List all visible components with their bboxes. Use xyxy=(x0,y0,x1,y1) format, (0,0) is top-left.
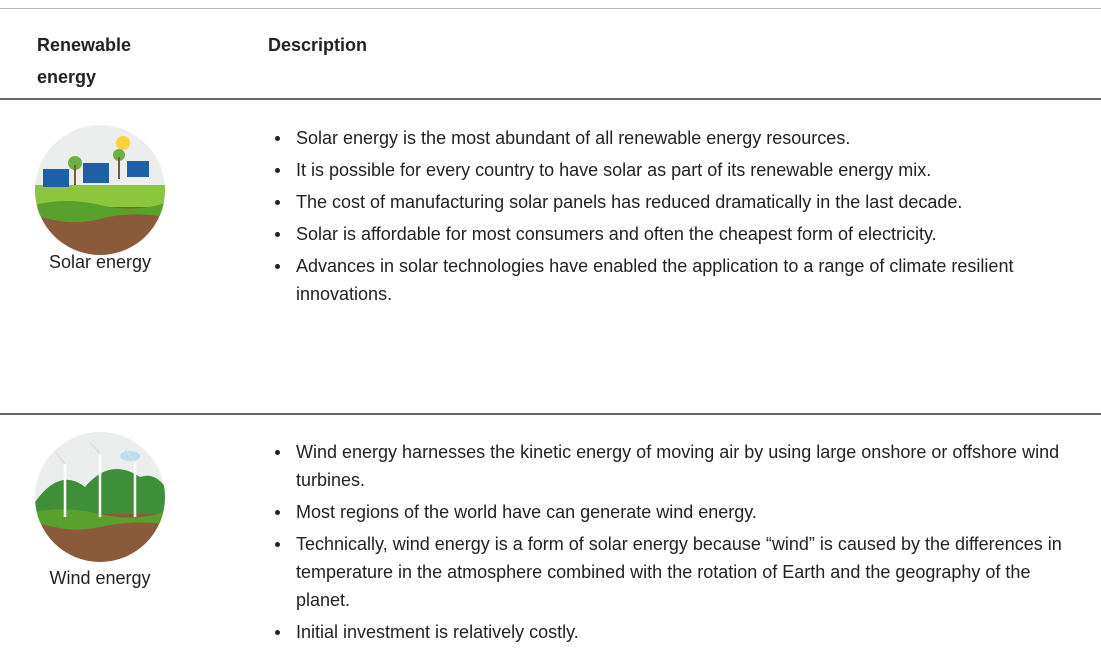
table-row: Wind energy Wind energy harnesses the ki… xyxy=(0,415,1101,666)
header-cell: Renewable energy xyxy=(37,35,132,87)
table-row: Solar energy Solar energy is the most ab… xyxy=(0,100,1101,415)
bullet-dot xyxy=(275,450,280,455)
table-header: Renewable energy Description xyxy=(0,8,1101,100)
bullet-item: Initial investment is relatively costly. xyxy=(275,618,1065,646)
bullet-dot xyxy=(275,136,280,141)
bullet-text: It is possible for every country to have… xyxy=(296,160,932,180)
bullet-text: Solar energy is the most abundant of all… xyxy=(296,128,851,148)
bullet-text: Advances in solar technologies have enab… xyxy=(296,256,1014,304)
bullet-dot xyxy=(275,232,280,237)
bullet-dot xyxy=(275,264,280,269)
bullet-text: Wind energy harnesses the kinetic energy… xyxy=(296,442,1060,490)
solar-icon xyxy=(35,125,165,255)
energy-name: Solar energy xyxy=(48,252,152,272)
bullet-dot xyxy=(275,542,280,547)
bullet-dot xyxy=(275,630,280,635)
bullet-text: The cost of manufacturing solar panels h… xyxy=(296,192,963,212)
bullet-list: Solar energy is the most abundant of all… xyxy=(275,124,1065,312)
bullet-list: Wind energy harnesses the kinetic energy… xyxy=(275,438,1065,650)
bullet-text: Initial investment is relatively costly. xyxy=(296,622,579,642)
bullet-item: Wind energy harnesses the kinetic energy… xyxy=(275,438,1065,494)
bullet-item: The cost of manufacturing solar panels h… xyxy=(275,188,1065,216)
bullet-item: Advances in solar technologies have enab… xyxy=(275,252,1065,308)
wind-icon xyxy=(35,432,165,562)
bullet-dot xyxy=(275,510,280,515)
energy-name: Wind energy xyxy=(49,568,151,588)
bullet-dot xyxy=(275,168,280,173)
bullet-dot xyxy=(275,200,280,205)
bullet-item: Technically, wind energy is a form of so… xyxy=(275,530,1065,614)
bullet-text: Most regions of the world have can gener… xyxy=(296,502,757,522)
bullet-text: Technically, wind energy is a form of so… xyxy=(296,534,1062,610)
bullet-item: It is possible for every country to have… xyxy=(275,156,1065,184)
bullet-text: Solar is affordable for most consumers a… xyxy=(296,224,937,244)
bullet-item: Most regions of the world have can gener… xyxy=(275,498,1065,526)
bullet-item: Solar energy is the most abundant of all… xyxy=(275,124,1065,152)
header-cell: Description xyxy=(268,35,368,55)
bullet-item: Solar is affordable for most consumers a… xyxy=(275,220,1065,248)
